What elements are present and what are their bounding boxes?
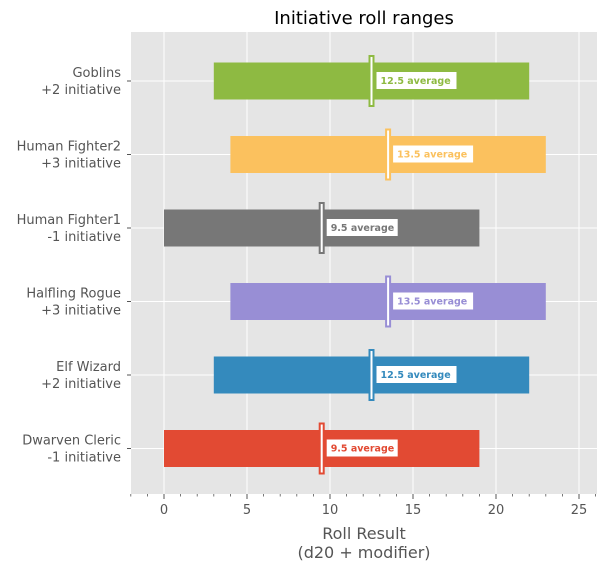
y-tick-label-modifier: +3 initiative bbox=[41, 157, 121, 172]
average-marker-inner bbox=[320, 204, 323, 252]
y-tick-label-name: Halfling Rogue bbox=[26, 287, 121, 302]
average-label: 9.5 average bbox=[331, 223, 395, 234]
chart-title: Initiative roll ranges bbox=[274, 8, 454, 29]
average-label-box bbox=[326, 439, 398, 457]
average-label-box bbox=[393, 292, 474, 310]
x-axis-label-line-2: (d20 + modifier) bbox=[297, 543, 430, 562]
average-label-box bbox=[393, 145, 474, 163]
x-axis-label-line-1: Roll Result bbox=[322, 524, 406, 543]
average-label: 12.5 average bbox=[381, 370, 451, 381]
y-tick-label-name: Dwarven Cleric bbox=[22, 434, 121, 449]
average-marker-inner bbox=[370, 351, 373, 399]
average-marker-inner bbox=[370, 57, 373, 105]
average-marker-inner bbox=[387, 130, 390, 179]
average-label: 12.5 average bbox=[381, 76, 451, 87]
average-label-box bbox=[326, 219, 398, 236]
x-tick-label: 10 bbox=[322, 503, 339, 518]
average-marker-inner bbox=[387, 277, 390, 326]
ticks: 0 5 10 15 20 25 Goblins +2 initiative Human Figh… bbox=[17, 66, 596, 518]
bars: 12.5 average 13.5 average 9.5 average 13.5 … bbox=[164, 55, 546, 475]
x-tick-label: 25 bbox=[571, 503, 588, 518]
average-label-box bbox=[376, 366, 457, 383]
y-tick-label-modifier: +3 initiative bbox=[41, 304, 121, 319]
y-tick-label-name: Human Fighter2 bbox=[17, 140, 121, 155]
plot-background bbox=[131, 32, 597, 494]
average-label: 13.5 average bbox=[397, 150, 467, 161]
average-label: 9.5 average bbox=[331, 444, 395, 455]
x-tick-label: 0 bbox=[160, 503, 168, 518]
y-tick-label-name: Goblins bbox=[72, 66, 121, 81]
average-marker-inner bbox=[320, 424, 323, 473]
y-tick-label-modifier: +2 initiative bbox=[41, 83, 121, 98]
y-tick-label-modifier: -1 initiative bbox=[47, 451, 121, 466]
y-tick-label-modifier: +2 initiative bbox=[41, 377, 121, 392]
y-tick-label-modifier: -1 initiative bbox=[47, 230, 121, 245]
average-label-box bbox=[376, 72, 457, 89]
y-tick-label-name: Elf Wizard bbox=[56, 360, 121, 375]
x-tick-label: 5 bbox=[243, 503, 251, 518]
x-tick-label: 15 bbox=[405, 503, 422, 518]
average-label: 13.5 average bbox=[397, 297, 467, 308]
y-tick-label-name: Human Fighter1 bbox=[17, 213, 121, 228]
x-tick-label: 20 bbox=[488, 503, 505, 518]
